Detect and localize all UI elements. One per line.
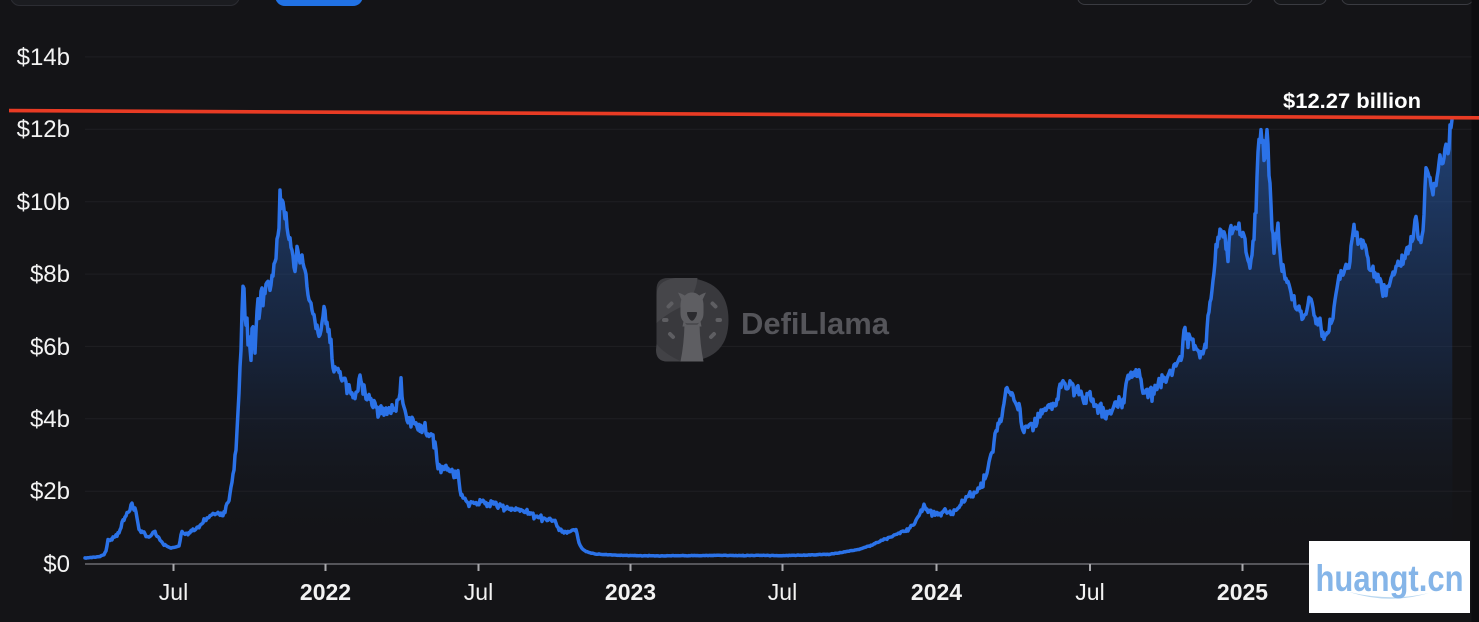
svg-text:DefiLlama: DefiLlama	[741, 306, 890, 341]
svg-text:Jul: Jul	[159, 579, 188, 605]
svg-text:Jul: Jul	[464, 579, 493, 605]
svg-text:Jul: Jul	[1075, 579, 1104, 605]
svg-text:huangt.cn: huangt.cn	[1316, 558, 1464, 599]
svg-text:2023: 2023	[605, 579, 656, 605]
svg-text:Jul: Jul	[768, 579, 797, 605]
svg-text:$12b: $12b	[17, 116, 70, 143]
svg-text:$10b: $10b	[17, 189, 70, 216]
svg-text:$0: $0	[43, 551, 70, 578]
svg-text:$8b: $8b	[30, 261, 70, 288]
svg-text:2025: 2025	[1217, 579, 1268, 605]
svg-text:$12.27 billion: $12.27 billion	[1283, 90, 1421, 113]
svg-text:$14b: $14b	[17, 44, 70, 71]
svg-text:$6b: $6b	[30, 334, 70, 361]
svg-text:$2b: $2b	[30, 478, 70, 505]
svg-text:$4b: $4b	[30, 406, 70, 433]
svg-text:2024: 2024	[911, 579, 962, 605]
svg-text:2022: 2022	[300, 579, 351, 605]
